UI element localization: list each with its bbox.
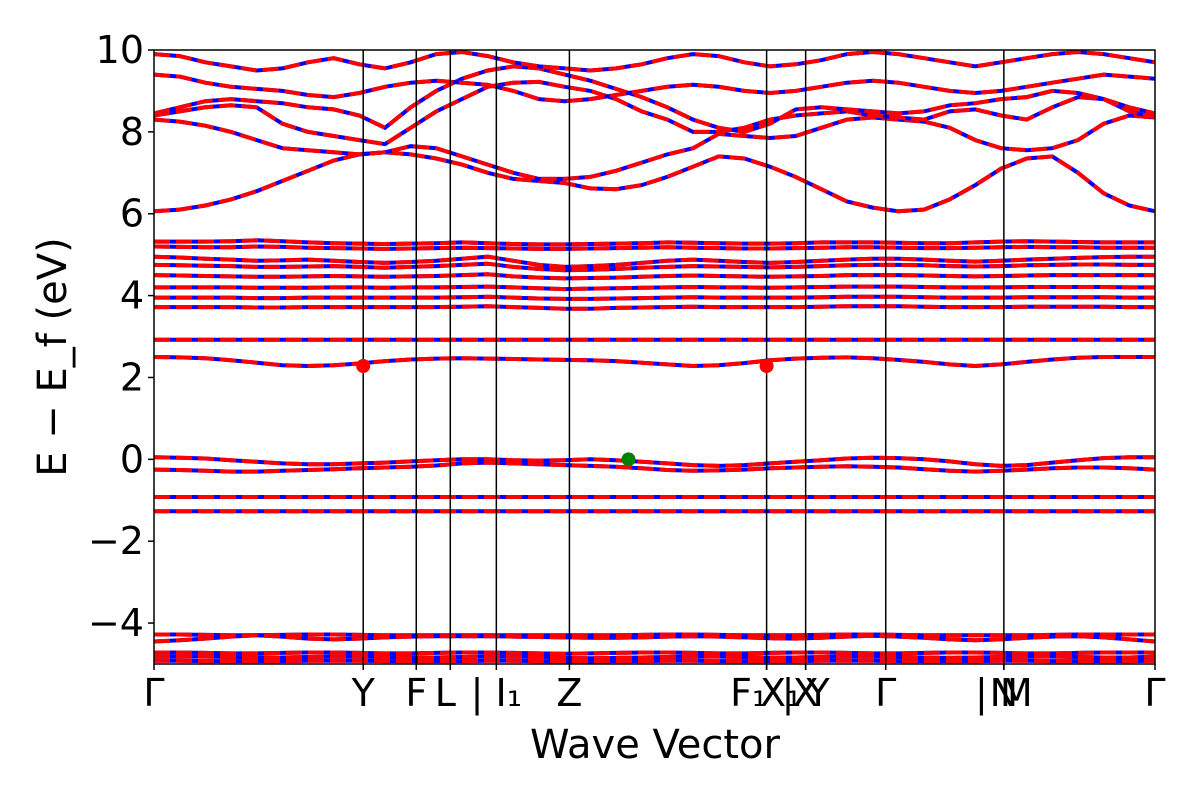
y-tick-label-1: −2 [88,519,144,563]
band-line-1-1 [154,244,1155,251]
y-tick-label-5: 6 [120,192,144,236]
band-line-0-3 [154,64,1155,134]
band-line-3-4 [154,658,1155,664]
x-tick-label-1: Y [351,671,376,715]
band-line-0-0 [154,150,1155,214]
band-line-1-5 [154,284,1155,292]
marker-1 [759,359,774,374]
band-line-2-2 [154,455,1155,468]
x-tick-label-9: X [793,671,819,715]
band-lines-group [154,50,1155,664]
band-line-3-2 [154,650,1155,656]
y-tick-label-6: 8 [120,110,144,154]
y-tick-label-4: 4 [120,274,144,318]
x-tick-label-4: | I₁ [471,671,522,716]
marker-2 [621,452,636,467]
band-line-1-4 [154,272,1155,281]
x-tick-label-7: X₁ [760,671,801,715]
band-line-3-3 [154,654,1155,661]
markers-group [356,359,774,467]
x-tick-label-11: N [990,671,1018,715]
band-line-2-1 [154,355,1155,369]
band-line-0-1 [154,113,1155,181]
x-tick-label-2: F [405,671,427,715]
x-tick-label-10: Γ [875,671,896,715]
band-line-0-5 [154,50,1155,73]
x-tick-label-8: | Y [782,671,831,716]
band-line-1-0 [154,238,1155,247]
marker-0 [356,359,371,374]
band-line-2-3 [154,460,1155,474]
band-line-0-4 [154,72,1155,104]
band-line-1-6 [154,294,1155,301]
x-tick-label-5: Z [556,671,582,715]
y-ticks-group: −4 −2 0 2 4 6 8 10 [88,28,154,645]
x-tick-label-0: Γ [143,671,164,715]
band-line-0-1-base [154,113,1155,181]
band-line-3-1 [154,633,1155,644]
x-tick-label-3: L [435,671,456,715]
band-line-1-3 [154,261,1155,273]
x-tick-label-6: F₁ [730,671,767,715]
x-axis-label: Wave Vector [530,722,781,768]
kpath-lines-group [362,50,1005,664]
plot-frame [153,49,1156,665]
y-tick-label-7: 10 [96,28,144,72]
band-line-1-2 [154,254,1155,269]
y-tick-label-2: 0 [120,437,144,481]
band-line-0-2 [154,79,1155,147]
x-tick-label-13: Γ [1144,671,1165,715]
y-tick-label-0: −4 [88,601,144,645]
y-tick-label-3: 2 [120,355,144,399]
band-line-3-0 [154,632,1155,638]
band-line-1-7 [154,304,1155,311]
x-tick-label-12: | M [975,671,1033,716]
y-axis-label: E − E_f (eV) [30,237,76,476]
band-line-2-1-base [154,355,1155,369]
